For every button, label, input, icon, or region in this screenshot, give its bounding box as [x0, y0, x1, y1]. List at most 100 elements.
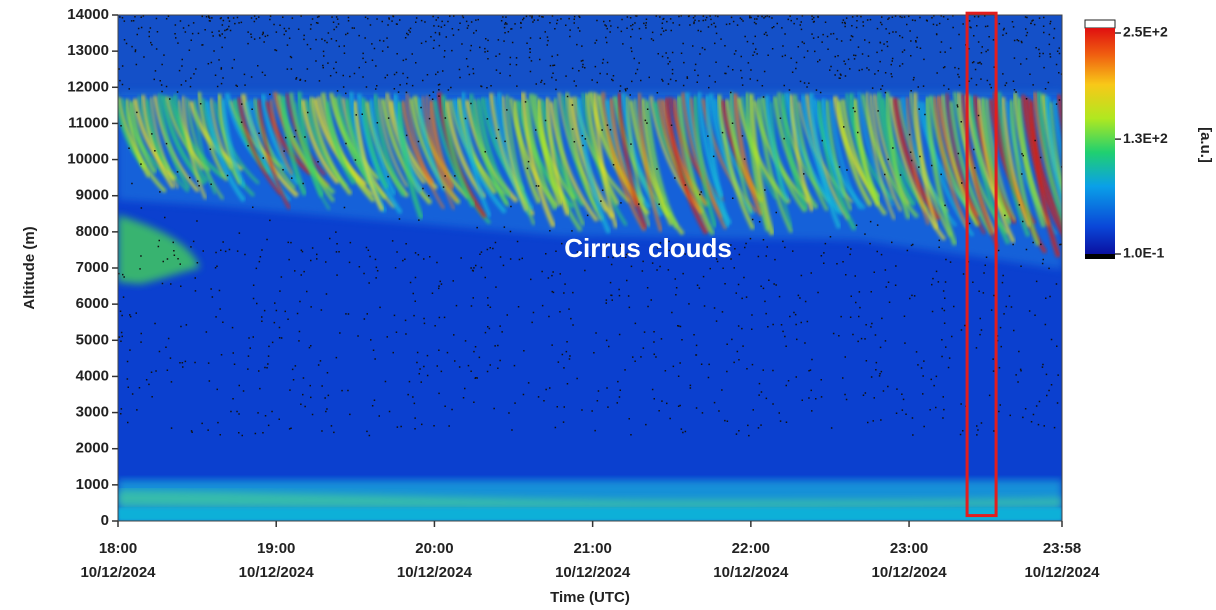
x-tick-label: 10/12/2024 [872, 564, 948, 581]
cirrus-streak [913, 92, 939, 230]
y-tick-label: 3000 [76, 404, 109, 421]
cirrus-streak [360, 97, 390, 189]
y-tick-label: 6000 [76, 295, 109, 312]
cirrus-streak [884, 91, 911, 220]
cirrus-streak [237, 97, 282, 196]
cirrus-streak [505, 94, 536, 226]
cirrus-streak [625, 96, 651, 227]
cirrus-streak [744, 92, 770, 232]
cirrus-streak [565, 92, 604, 222]
cirrus-streak [1057, 94, 1062, 131]
cirrus-streak [997, 92, 1031, 238]
cirrus-streak [852, 98, 881, 207]
y-tick-label: 4000 [76, 367, 109, 384]
colorbar-tick-label: 1.0E-1 [1123, 245, 1164, 261]
cirrus-streak [373, 94, 406, 197]
cirrus-streak [512, 100, 542, 204]
annotation: Cirrus clouds [564, 233, 732, 263]
x-tick-label: 10/12/2024 [397, 564, 473, 581]
x-tick-label: 10/12/2024 [555, 564, 631, 581]
cirrus-streak [204, 100, 247, 203]
y-tick-label: 1000 [76, 476, 109, 493]
cirrus-streak [961, 94, 1000, 249]
cirrus-streak [1016, 97, 1046, 228]
cirrus-streak [536, 98, 563, 206]
cirrus-streak [980, 97, 1012, 226]
x-tick-label: 10/12/2024 [1024, 564, 1100, 581]
x-tick-label: 19:00 [257, 540, 295, 557]
cirrus-streak [576, 98, 612, 234]
y-tick-label: 10000 [67, 151, 109, 168]
cirrus-streak [280, 95, 308, 196]
cirrus-streak [369, 99, 397, 196]
x-tick-label: 21:00 [573, 540, 611, 557]
cirrus-streak [157, 93, 191, 190]
cirrus-streak [933, 96, 969, 229]
cirrus-streak [181, 95, 207, 200]
cirrus-streak [949, 100, 994, 236]
cirrus-streak [816, 100, 857, 231]
cirrus-streak [945, 93, 986, 235]
cirrus-streak [265, 100, 313, 176]
cirrus-streak [789, 94, 815, 212]
cirrus-streak [1044, 95, 1062, 213]
cirrus-streak [1028, 100, 1061, 258]
cirrus-streak [769, 101, 793, 228]
cirrus-streak [709, 93, 755, 216]
boundary-layer-core [118, 490, 1062, 509]
cirrus-streak [924, 96, 958, 246]
cirrus-streak [665, 97, 709, 235]
cirrus-streak [876, 92, 916, 207]
cirrus-streak [732, 93, 764, 216]
cirrus-streak [1049, 101, 1062, 188]
y-tick-label: 0 [101, 512, 109, 529]
x-tick-label: 22:00 [732, 540, 770, 557]
cirrus-streak [857, 91, 894, 207]
cirrus-streak [1053, 99, 1062, 160]
cirrus-streak [309, 96, 353, 196]
y-tick-label: 2000 [76, 440, 109, 457]
cirrus-streak [765, 95, 790, 202]
cirrus-streak [377, 98, 409, 188]
low-cloud [118, 215, 200, 284]
cirrus-streak [729, 92, 753, 214]
cirrus-streak [748, 93, 775, 236]
cirrus-streak [428, 100, 455, 190]
cirrus-streak [141, 94, 175, 189]
cirrus-streak [197, 91, 229, 182]
noise-region [118, 15, 1062, 95]
cirrus-streak [477, 98, 512, 198]
cirrus-streak [941, 94, 980, 227]
cirrus-streak [1001, 96, 1031, 228]
cirrus-streak [645, 100, 679, 229]
y-tick-label: 7000 [76, 259, 109, 276]
x-tick-label: 23:00 [890, 540, 928, 557]
colorbar-label: [a.u.] [1197, 127, 1214, 163]
cirrus-streak [608, 98, 639, 208]
cirrus-streak [185, 98, 224, 200]
cirrus-streak [793, 94, 829, 212]
cirrus-streak [617, 92, 648, 229]
cirrus-streak [657, 98, 704, 214]
cirrus-streak [836, 100, 873, 207]
cirrus-streak [380, 98, 433, 205]
x-tick-label: 23:58 [1043, 540, 1081, 557]
cirrus-streak [969, 96, 1011, 245]
cirrus-streak [128, 100, 158, 175]
heatmap [118, 15, 1062, 521]
cirrus-streak [781, 93, 809, 211]
cirrus-streak [873, 94, 911, 205]
cirrus-streak [296, 91, 325, 198]
cirrus-streak [440, 94, 476, 208]
cirrus-streak [829, 99, 862, 210]
cirrus-streak [584, 93, 620, 206]
x-tick-label: 10/12/2024 [80, 564, 156, 581]
x-tick-label: 10/12/2024 [239, 564, 315, 581]
cirrus-streak [1036, 91, 1062, 225]
cirrus-streak [193, 99, 217, 195]
cirrus-streak [716, 94, 755, 230]
cirrus-streak [673, 98, 711, 233]
cirrus-streak [524, 99, 558, 211]
cirrus-streak [905, 97, 930, 226]
cirrus-streak [417, 97, 447, 192]
